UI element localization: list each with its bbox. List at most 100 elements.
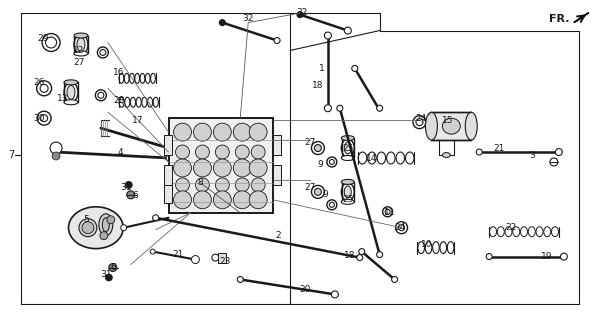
Ellipse shape <box>97 47 108 58</box>
Text: 12: 12 <box>74 46 85 55</box>
Circle shape <box>191 256 200 264</box>
Text: 32: 32 <box>243 14 254 23</box>
Ellipse shape <box>74 51 88 56</box>
Text: 31: 31 <box>100 270 112 279</box>
Text: 24: 24 <box>416 114 427 123</box>
Ellipse shape <box>327 200 337 210</box>
Ellipse shape <box>341 156 354 161</box>
Text: 9: 9 <box>322 190 328 199</box>
Circle shape <box>127 191 135 199</box>
Text: 27: 27 <box>304 138 316 147</box>
Ellipse shape <box>41 115 48 122</box>
Bar <box>431 112 471 140</box>
Circle shape <box>324 105 331 112</box>
Text: 6: 6 <box>110 263 115 272</box>
Ellipse shape <box>74 33 88 38</box>
Circle shape <box>251 178 265 192</box>
Circle shape <box>173 191 191 209</box>
Ellipse shape <box>341 139 354 157</box>
Circle shape <box>194 159 211 177</box>
Ellipse shape <box>341 136 354 140</box>
Circle shape <box>235 145 249 159</box>
Ellipse shape <box>341 183 354 201</box>
Text: 18: 18 <box>312 81 324 90</box>
Text: 5: 5 <box>83 215 89 224</box>
Circle shape <box>176 145 190 159</box>
Circle shape <box>352 65 358 71</box>
Circle shape <box>233 191 251 209</box>
Text: 18: 18 <box>344 251 356 260</box>
Ellipse shape <box>37 111 51 125</box>
Circle shape <box>359 249 365 255</box>
Circle shape <box>560 253 568 260</box>
Text: 10: 10 <box>421 240 432 249</box>
Text: 9: 9 <box>317 160 323 170</box>
Ellipse shape <box>100 50 106 55</box>
Ellipse shape <box>465 112 477 140</box>
Bar <box>218 252 226 262</box>
Text: 27: 27 <box>74 58 85 67</box>
Text: 15: 15 <box>441 116 453 125</box>
Text: 22: 22 <box>505 223 517 232</box>
Circle shape <box>249 159 267 177</box>
Ellipse shape <box>312 185 324 198</box>
Circle shape <box>274 37 280 44</box>
Ellipse shape <box>315 145 321 152</box>
Text: 30: 30 <box>33 114 45 123</box>
Circle shape <box>107 216 115 224</box>
Text: 19: 19 <box>541 252 553 261</box>
Text: 21: 21 <box>493 144 505 153</box>
Circle shape <box>324 32 331 39</box>
Ellipse shape <box>67 85 75 99</box>
Ellipse shape <box>98 92 104 98</box>
Circle shape <box>50 142 62 154</box>
Text: 14: 14 <box>366 154 377 163</box>
Circle shape <box>556 148 562 156</box>
Text: 27: 27 <box>304 183 316 192</box>
Text: 26: 26 <box>33 78 45 87</box>
Circle shape <box>392 276 398 283</box>
Ellipse shape <box>327 157 337 167</box>
Ellipse shape <box>443 118 460 134</box>
Ellipse shape <box>45 37 57 48</box>
Circle shape <box>166 156 171 161</box>
Circle shape <box>249 191 267 209</box>
Circle shape <box>173 123 191 141</box>
Circle shape <box>377 105 383 111</box>
Ellipse shape <box>102 218 109 232</box>
Ellipse shape <box>329 159 334 164</box>
Ellipse shape <box>36 81 51 96</box>
Circle shape <box>251 145 265 159</box>
Circle shape <box>377 252 383 258</box>
Text: FR.: FR. <box>548 14 569 24</box>
Circle shape <box>219 20 225 26</box>
Text: 16: 16 <box>113 68 124 77</box>
Circle shape <box>233 123 251 141</box>
Ellipse shape <box>40 84 48 92</box>
Ellipse shape <box>396 222 407 234</box>
Circle shape <box>109 264 117 271</box>
Ellipse shape <box>443 153 450 157</box>
Circle shape <box>249 123 267 141</box>
Circle shape <box>194 123 211 141</box>
Bar <box>273 135 281 155</box>
Ellipse shape <box>341 199 354 204</box>
Ellipse shape <box>341 180 354 184</box>
Circle shape <box>213 123 231 141</box>
Text: 7: 7 <box>8 150 14 160</box>
Circle shape <box>173 159 191 177</box>
Ellipse shape <box>74 35 88 54</box>
Bar <box>273 165 281 185</box>
Text: 24: 24 <box>394 223 405 232</box>
Ellipse shape <box>416 119 423 126</box>
Circle shape <box>212 254 219 261</box>
Text: 20: 20 <box>299 285 311 294</box>
Ellipse shape <box>96 90 106 101</box>
Circle shape <box>150 249 155 254</box>
Circle shape <box>100 232 108 240</box>
Text: 1: 1 <box>319 64 325 73</box>
Circle shape <box>486 253 492 260</box>
Circle shape <box>194 191 211 209</box>
Polygon shape <box>574 13 589 23</box>
Circle shape <box>235 178 249 192</box>
